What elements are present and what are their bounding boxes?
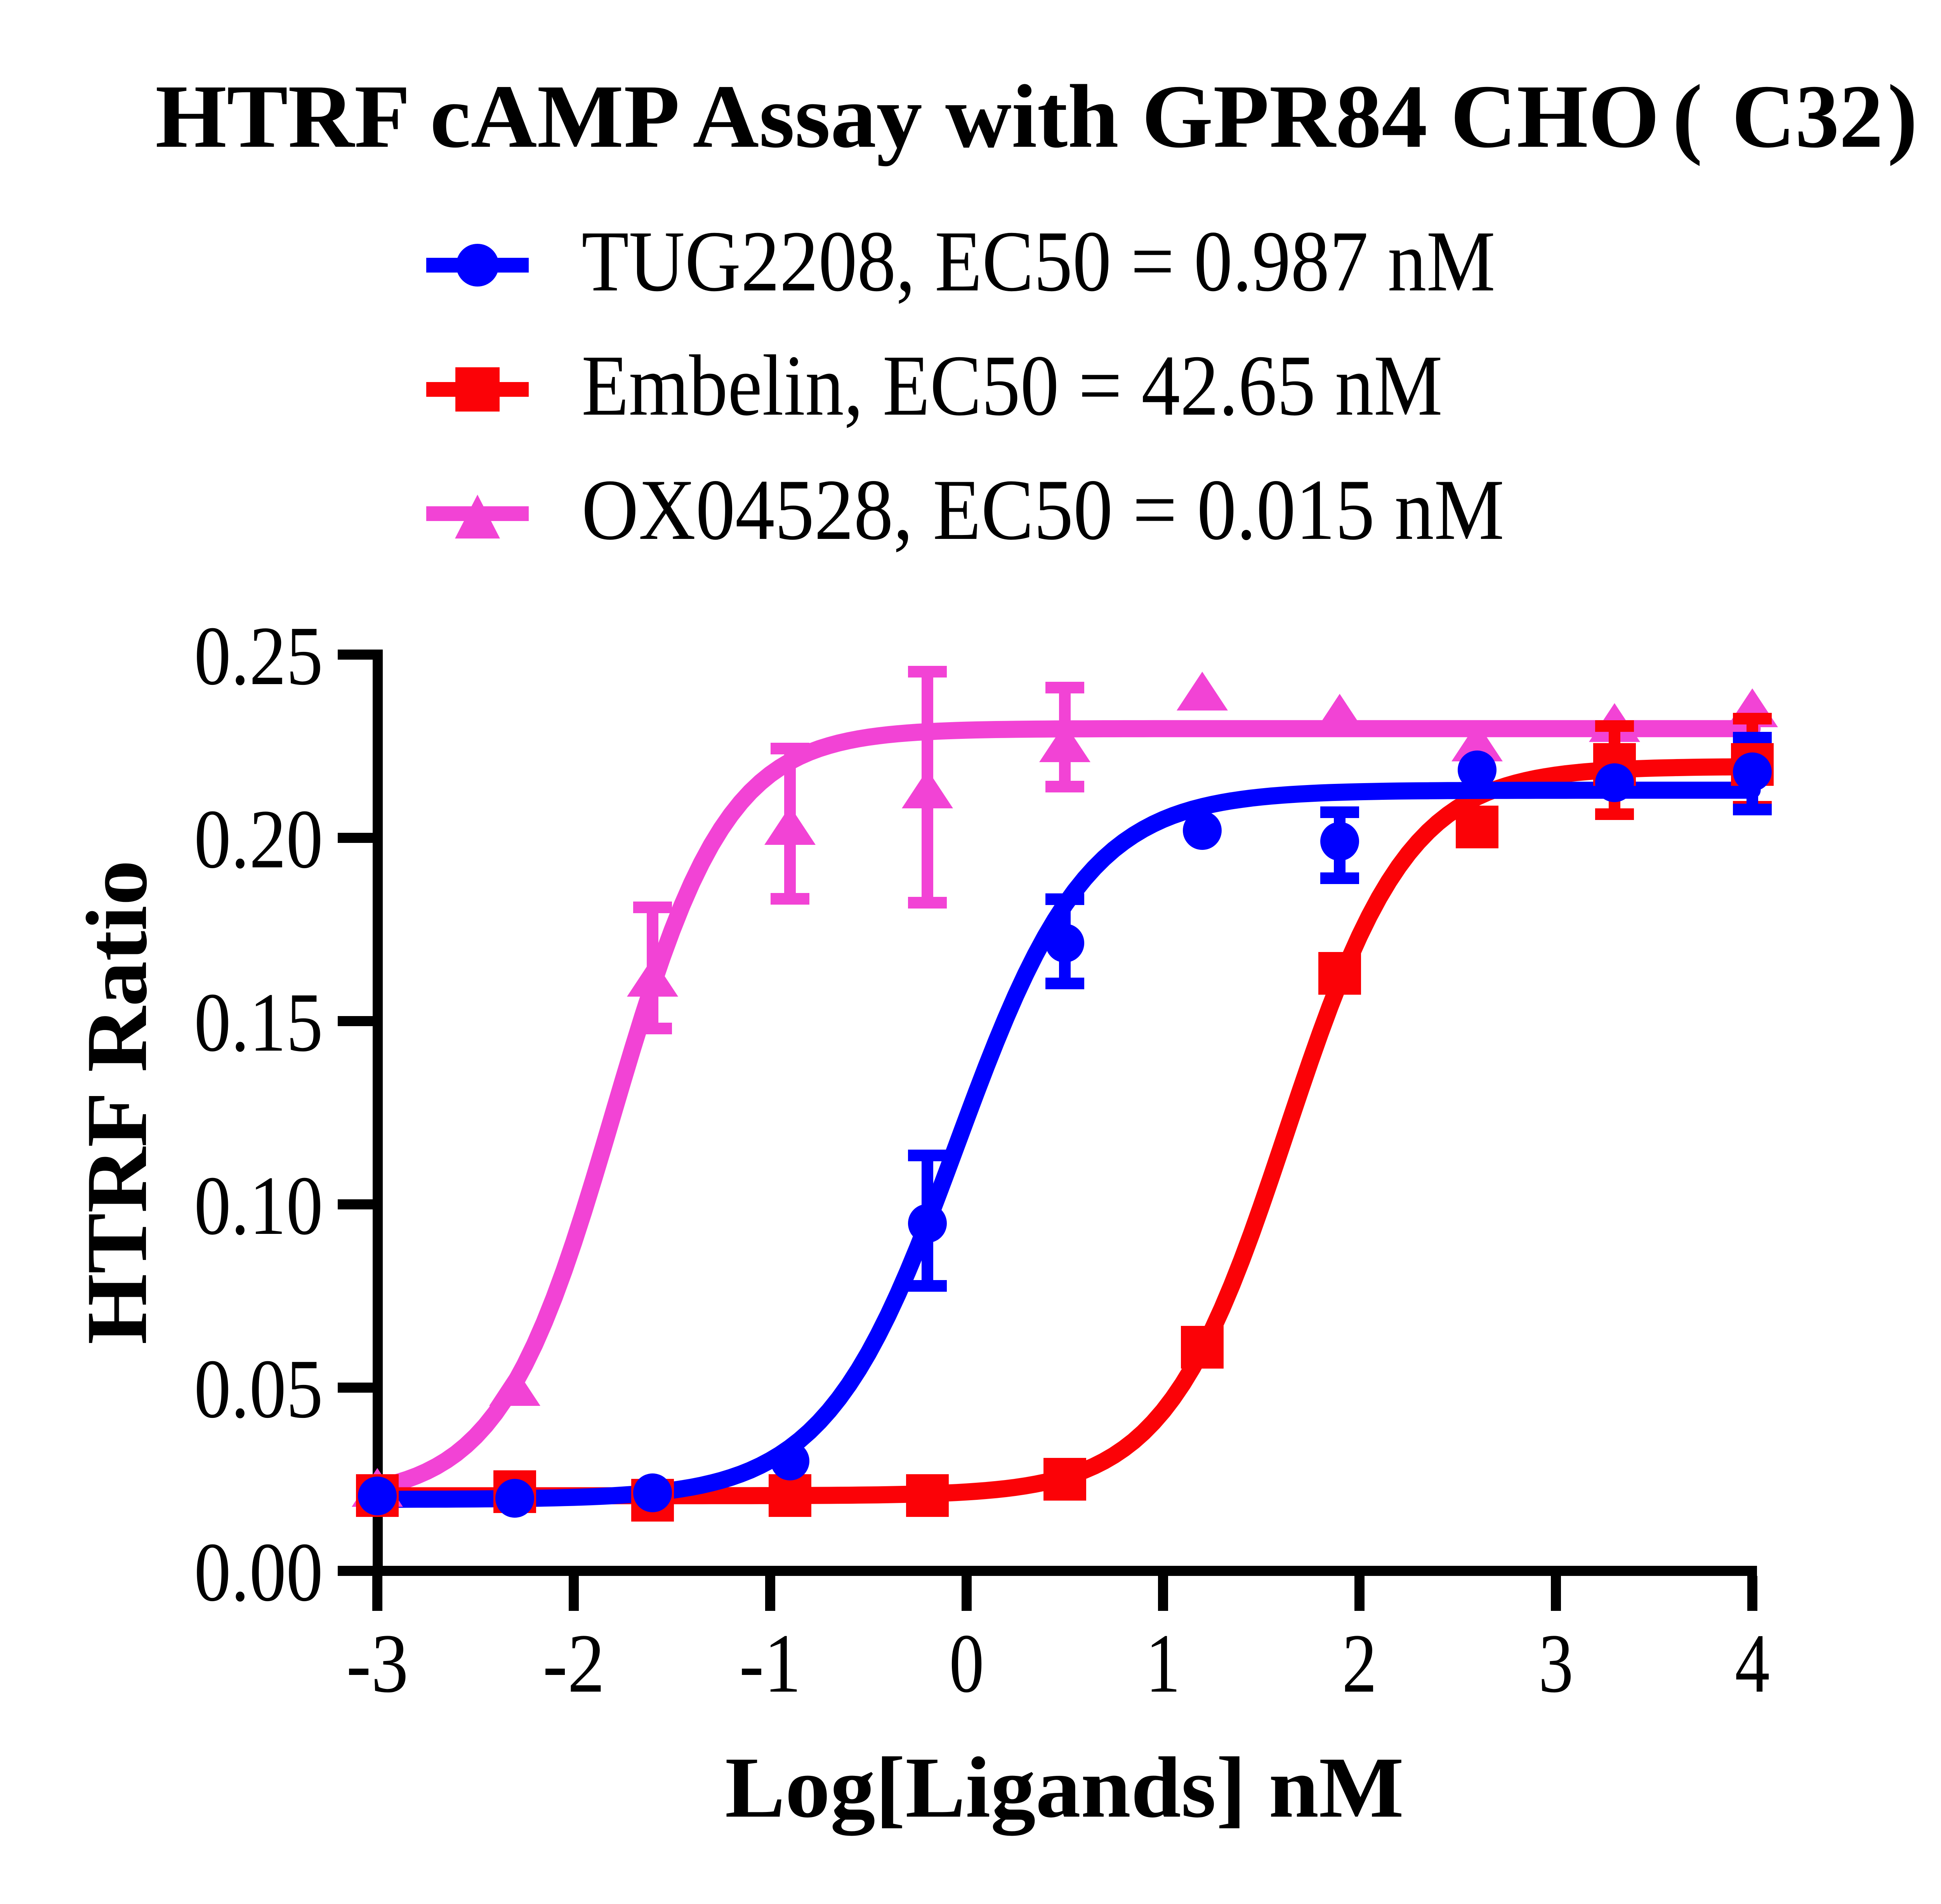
svg-text:Embelin, EC50 = 42.65 nM: Embelin, EC50 = 42.65 nM xyxy=(582,337,1443,434)
svg-text:HTRF cAMP Assay with GPR84 CHO: HTRF cAMP Assay with GPR84 CHO xyxy=(155,66,1660,167)
svg-text:C32: C32 xyxy=(1732,66,1883,167)
svg-text:0.25: 0.25 xyxy=(194,609,323,702)
svg-text:-1: -1 xyxy=(739,1617,801,1710)
svg-text:3: 3 xyxy=(1538,1617,1573,1710)
svg-text:TUG2208, EC50 = 0.987 nM: TUG2208, EC50 = 0.987 nM xyxy=(582,213,1495,309)
svg-text:HTRF Ratio: HTRF Ratio xyxy=(69,860,165,1345)
svg-text:Log[Ligands] nM: Log[Ligands] nM xyxy=(725,1739,1404,1836)
svg-text:0.10: 0.10 xyxy=(194,1159,323,1252)
svg-text:2: 2 xyxy=(1342,1617,1377,1710)
svg-text:): ) xyxy=(1887,66,1918,167)
svg-text:0.05: 0.05 xyxy=(194,1342,323,1435)
svg-text:0.15: 0.15 xyxy=(194,976,323,1069)
svg-text:1: 1 xyxy=(1146,1617,1181,1710)
svg-text:0.20: 0.20 xyxy=(194,792,323,886)
svg-text:-3: -3 xyxy=(346,1617,408,1710)
svg-text:0.00: 0.00 xyxy=(194,1525,323,1619)
svg-text:4: 4 xyxy=(1735,1617,1770,1710)
svg-text:(: ( xyxy=(1672,66,1703,167)
svg-text:0: 0 xyxy=(949,1617,984,1710)
svg-text:OX04528, EC50 = 0.015 nM: OX04528, EC50 = 0.015 nM xyxy=(582,462,1504,558)
svg-text:-2: -2 xyxy=(543,1617,605,1710)
